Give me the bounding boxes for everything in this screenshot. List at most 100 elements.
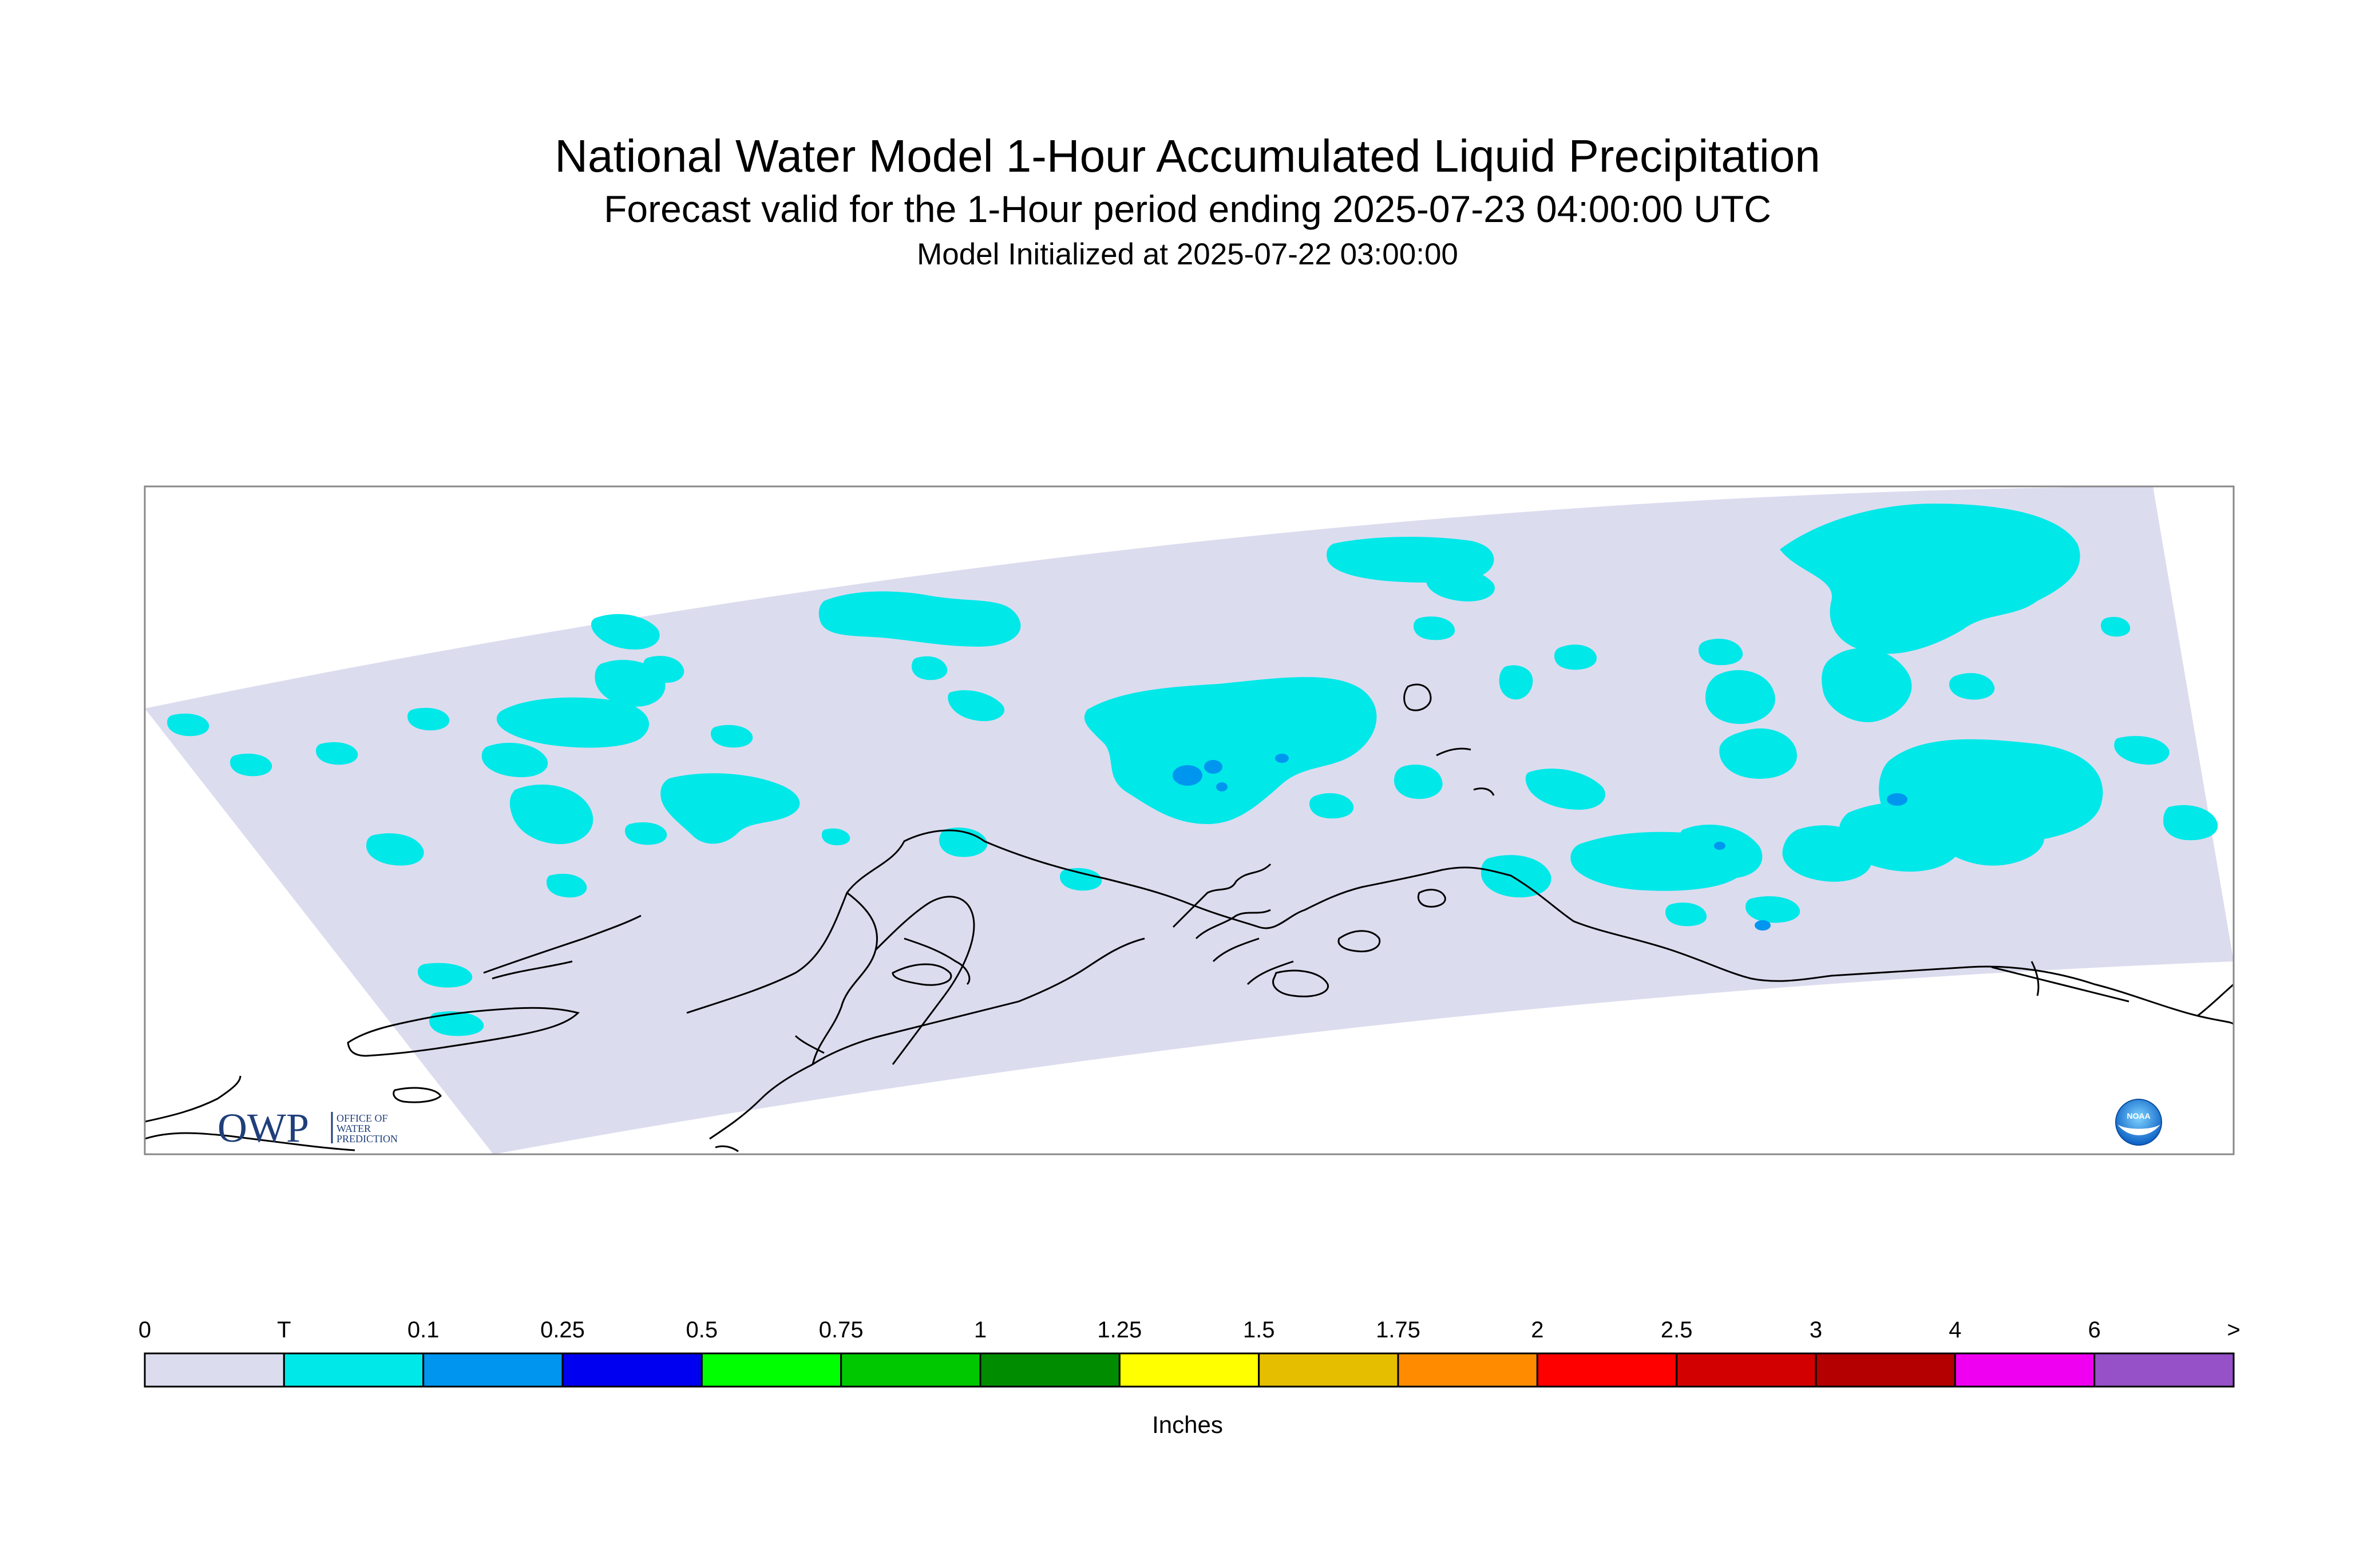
precip-light-blue-cells — [1173, 754, 1907, 930]
coastline-island — [1403, 683, 1432, 711]
legend-swatch-14 — [2093, 1352, 2235, 1388]
coastline-peninsula-north — [812, 892, 878, 1065]
precip-cell-blue — [1887, 793, 1907, 806]
noaa-logo-disc — [2115, 1099, 2162, 1146]
model-init-line: Model Initialized at 2025-07-22 03:00:00 — [917, 237, 1458, 271]
noaa-logo-text: NOAA — [2127, 1111, 2150, 1120]
coastline-interior-line — [874, 896, 975, 1065]
legend-swatch-4 — [700, 1352, 842, 1388]
precip-cell — [911, 604, 953, 628]
precip-cell — [911, 656, 948, 680]
precip-cell — [2114, 736, 2170, 765]
precip-cell — [1084, 677, 1377, 824]
coastline-south-shore — [812, 937, 1145, 1066]
precip-cell — [418, 963, 473, 988]
precip-cell — [1554, 644, 1597, 670]
legend-tick-label: 0.5 — [686, 1317, 718, 1343]
precip-cell — [591, 613, 660, 650]
coastline-west-isles — [347, 1007, 580, 1057]
legend-swatch-6 — [979, 1352, 1121, 1388]
coastline-island — [1272, 969, 1329, 997]
precip-cell — [1394, 765, 1443, 799]
coastline-aleutian-shore — [709, 1035, 825, 1140]
precip-cell — [1525, 769, 1606, 810]
legend-tick-label: 0.1 — [407, 1317, 440, 1343]
precip-cell — [1719, 728, 1797, 779]
legend-tick-label: 4 — [1949, 1317, 1962, 1343]
legend-tick-label: 0 — [138, 1317, 152, 1343]
coastline-mainland — [686, 829, 2234, 1025]
precip-cell — [1822, 648, 1912, 722]
precip-cell-blue — [1275, 754, 1289, 763]
precip-cell — [1782, 825, 1873, 882]
owp-logo-prediction: PREDICTION — [337, 1133, 398, 1145]
precip-trace-cells — [167, 504, 2218, 1036]
legend-tick-label: 6 — [2088, 1317, 2101, 1343]
precip-cell — [625, 822, 667, 845]
legend-tick-label: 3 — [1809, 1317, 1823, 1343]
map-title: National Water Model 1-Hour Accumulated … — [555, 130, 1820, 181]
coastline-island — [1417, 889, 1446, 908]
precip-cell — [642, 656, 684, 683]
coastlines — [145, 683, 2234, 1153]
legend-tick-label: 0.25 — [540, 1317, 585, 1343]
coastline-bay — [904, 937, 971, 985]
precip-cell — [1949, 673, 1995, 700]
precip-cell — [948, 690, 1005, 722]
coastline-island — [1337, 930, 1381, 953]
precip-cell-blue — [1173, 765, 1202, 786]
precip-cell — [429, 1011, 484, 1036]
precip-cell-blue — [1204, 760, 1222, 774]
legend-tick-label: 2 — [1531, 1317, 1544, 1343]
precip-cell — [1481, 855, 1551, 898]
precip-cell — [2163, 805, 2218, 841]
coastline-island — [892, 963, 952, 986]
owp-logo: OWP OFFICE OF WATER PREDICTION — [217, 1105, 398, 1151]
precip-cell — [407, 707, 450, 731]
legend-swatch-13 — [1954, 1352, 2096, 1388]
coastline-se-points — [715, 1145, 739, 1153]
legend-units-label: Inches — [1152, 1411, 1223, 1438]
legend-swatch-1 — [283, 1352, 425, 1388]
precip-cell — [660, 773, 800, 844]
precip-cell — [711, 724, 753, 748]
precip-cell — [547, 873, 587, 898]
map-frame — [144, 485, 2235, 1155]
legend-swatch-10 — [1536, 1352, 1678, 1388]
precip-cell — [509, 785, 593, 844]
precip-cell — [167, 713, 209, 737]
precip-cell-blue — [1714, 842, 1725, 850]
legend-tick-label: 2.5 — [1660, 1317, 1693, 1343]
legend-tick-label: T — [277, 1317, 291, 1343]
owp-logo-office: OFFICE OF — [337, 1112, 388, 1124]
precip-cell-blue — [1755, 920, 1771, 930]
precip-cell — [1678, 825, 1763, 878]
legend-swatch-5 — [840, 1352, 981, 1388]
precip-cell — [1699, 639, 1743, 666]
precip-cell — [2100, 616, 2131, 637]
coastline-island-sw — [393, 1087, 442, 1103]
owp-logo-letters: OWP — [217, 1105, 309, 1151]
precip-cell — [1426, 567, 1495, 601]
coastline-east — [1991, 961, 2234, 1017]
legend-swatch-2 — [422, 1352, 564, 1388]
precip-cell — [1745, 896, 1800, 923]
precip-cell — [496, 697, 650, 748]
forecast-valid-subtitle: Forecast valid for the 1-Hour period end… — [604, 188, 1771, 230]
precip-cell — [1414, 616, 1455, 640]
noaa-logo: NOAA — [2115, 1099, 2162, 1146]
legend-tick-label: 1 — [973, 1317, 987, 1343]
precip-cell — [1780, 504, 2080, 654]
legend-tick-label: > — [2227, 1317, 2241, 1343]
owp-logo-water: WATER — [337, 1123, 371, 1134]
precip-cell — [230, 753, 272, 777]
coastline-fjords — [1172, 863, 1294, 985]
legend-swatch-8 — [1258, 1352, 1399, 1388]
legend-tick-label: 0.75 — [818, 1317, 864, 1343]
precip-cell — [366, 833, 424, 866]
coastline-far-west — [145, 1075, 355, 1151]
precip-cell — [481, 742, 548, 778]
legend-tick-label: 1.75 — [1376, 1317, 1420, 1343]
legend-swatch-7 — [1118, 1352, 1260, 1388]
